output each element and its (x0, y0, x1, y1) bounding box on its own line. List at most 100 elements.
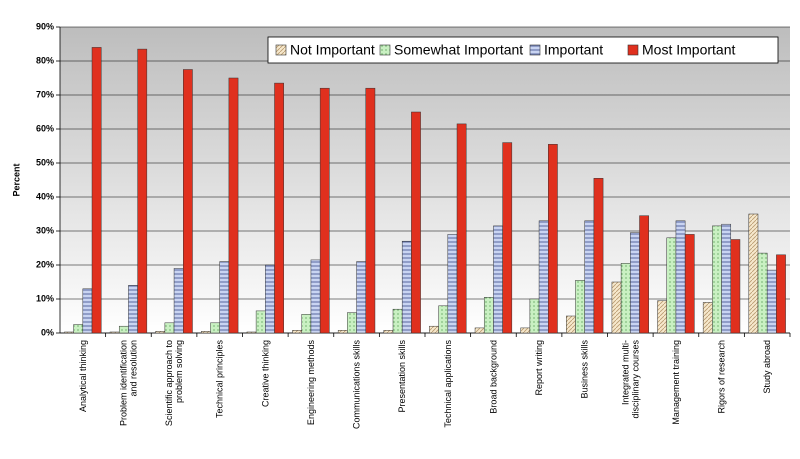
bar (757, 252, 768, 334)
bar (301, 314, 312, 334)
bar (118, 325, 129, 334)
bar (82, 288, 93, 334)
bar (456, 123, 467, 334)
bar (666, 237, 677, 334)
x-tick-label: Communications skills (351, 340, 362, 430)
bar (128, 285, 138, 334)
bar (292, 330, 302, 334)
bar (776, 254, 786, 334)
bar (584, 220, 595, 334)
bar (411, 111, 421, 334)
legend-label: Important (544, 42, 603, 58)
y-tick-label: 80% (36, 55, 54, 65)
y-tick-label: 90% (36, 21, 54, 31)
x-tick-label: Engineering methods (305, 340, 316, 426)
legend-swatch (275, 44, 287, 56)
bar (210, 322, 220, 334)
bar (702, 302, 713, 334)
bar (164, 322, 175, 334)
x-tick-label: Integrated multi-disciplinary courses (620, 340, 641, 419)
bar (91, 47, 102, 334)
x-tick-label: Business skills (579, 340, 590, 399)
bar (593, 178, 604, 334)
bar (611, 281, 622, 334)
bar (429, 325, 439, 334)
bar (109, 331, 120, 334)
bar (575, 280, 585, 334)
bar (265, 264, 275, 334)
bar (201, 331, 211, 334)
x-tick-label: Study abroad (762, 340, 773, 394)
bar (228, 77, 239, 334)
bar (730, 239, 741, 334)
bar (766, 269, 777, 334)
bar (137, 48, 148, 334)
bar (474, 327, 485, 334)
x-tick-label: Rigors of research (716, 340, 727, 414)
bar (502, 142, 513, 334)
bar (392, 308, 403, 334)
y-tick-label: 0% (41, 327, 54, 337)
y-tick-label: 40% (36, 191, 54, 201)
bar (401, 240, 412, 334)
bar (520, 327, 531, 334)
bar (310, 259, 321, 334)
legend-label: Not Important (290, 42, 375, 58)
y-tick-label: 20% (36, 259, 54, 269)
bar (721, 223, 732, 334)
x-tick-label: Management training (670, 340, 681, 425)
bar (319, 87, 330, 334)
bar (155, 331, 166, 334)
bar (538, 220, 549, 334)
legend-label: Somewhat Important (394, 42, 523, 58)
bar (173, 268, 184, 334)
y-tick-label: 10% (36, 293, 54, 303)
x-tick-label: Broad background (488, 340, 499, 414)
legend-label: Most Important (642, 42, 735, 58)
bar (748, 213, 759, 334)
bar (438, 305, 449, 334)
bar (365, 87, 376, 334)
bar (347, 312, 357, 334)
legend-swatch (627, 44, 639, 56)
bar (246, 331, 257, 334)
bar (183, 69, 193, 334)
x-tick-label: Presentation skills (397, 340, 408, 413)
bar (712, 225, 722, 334)
bar (639, 215, 649, 334)
x-tick-label: Analytical thinking (77, 340, 88, 413)
bar (255, 310, 266, 334)
legend-swatch (379, 44, 391, 56)
bar (566, 315, 576, 334)
bar (620, 263, 631, 334)
x-tick-label: Technical principles (214, 340, 225, 419)
x-tick-label: Scientific approach to problem solving (164, 340, 185, 427)
bar (219, 261, 230, 334)
bar (383, 330, 394, 334)
x-tick-label: Report writing (534, 340, 545, 396)
legend-box (267, 36, 779, 64)
bar (493, 225, 503, 334)
bar (337, 330, 348, 334)
y-tick-label: 70% (36, 89, 54, 99)
x-tick-label: Technical applications (442, 340, 453, 428)
bar (73, 324, 84, 334)
bar (64, 331, 74, 334)
bar (548, 144, 558, 334)
bar (657, 300, 667, 334)
y-tick-label: 30% (36, 225, 54, 235)
y-tick-label: 50% (36, 157, 54, 167)
bar (529, 298, 540, 334)
bar (684, 234, 695, 334)
bar (675, 220, 686, 334)
bar (483, 297, 494, 334)
legend-swatch (529, 44, 541, 56)
x-tick-label: Creative thinking (260, 340, 271, 408)
x-tick-label: Problem identification and resolution (118, 340, 139, 427)
y-tick-label: 60% (36, 123, 54, 133)
bar (447, 234, 458, 334)
bar (356, 261, 367, 334)
bar (274, 82, 284, 334)
